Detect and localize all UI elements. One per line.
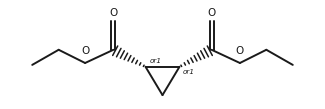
Text: O: O	[109, 8, 118, 18]
Text: or1: or1	[182, 69, 194, 75]
Text: O: O	[236, 46, 244, 56]
Text: O: O	[207, 8, 216, 18]
Text: or1: or1	[149, 58, 161, 64]
Text: O: O	[81, 46, 89, 56]
